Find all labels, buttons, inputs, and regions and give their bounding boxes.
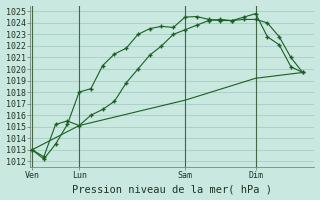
X-axis label: Pression niveau de la mer( hPa ): Pression niveau de la mer( hPa ): [72, 184, 272, 194]
